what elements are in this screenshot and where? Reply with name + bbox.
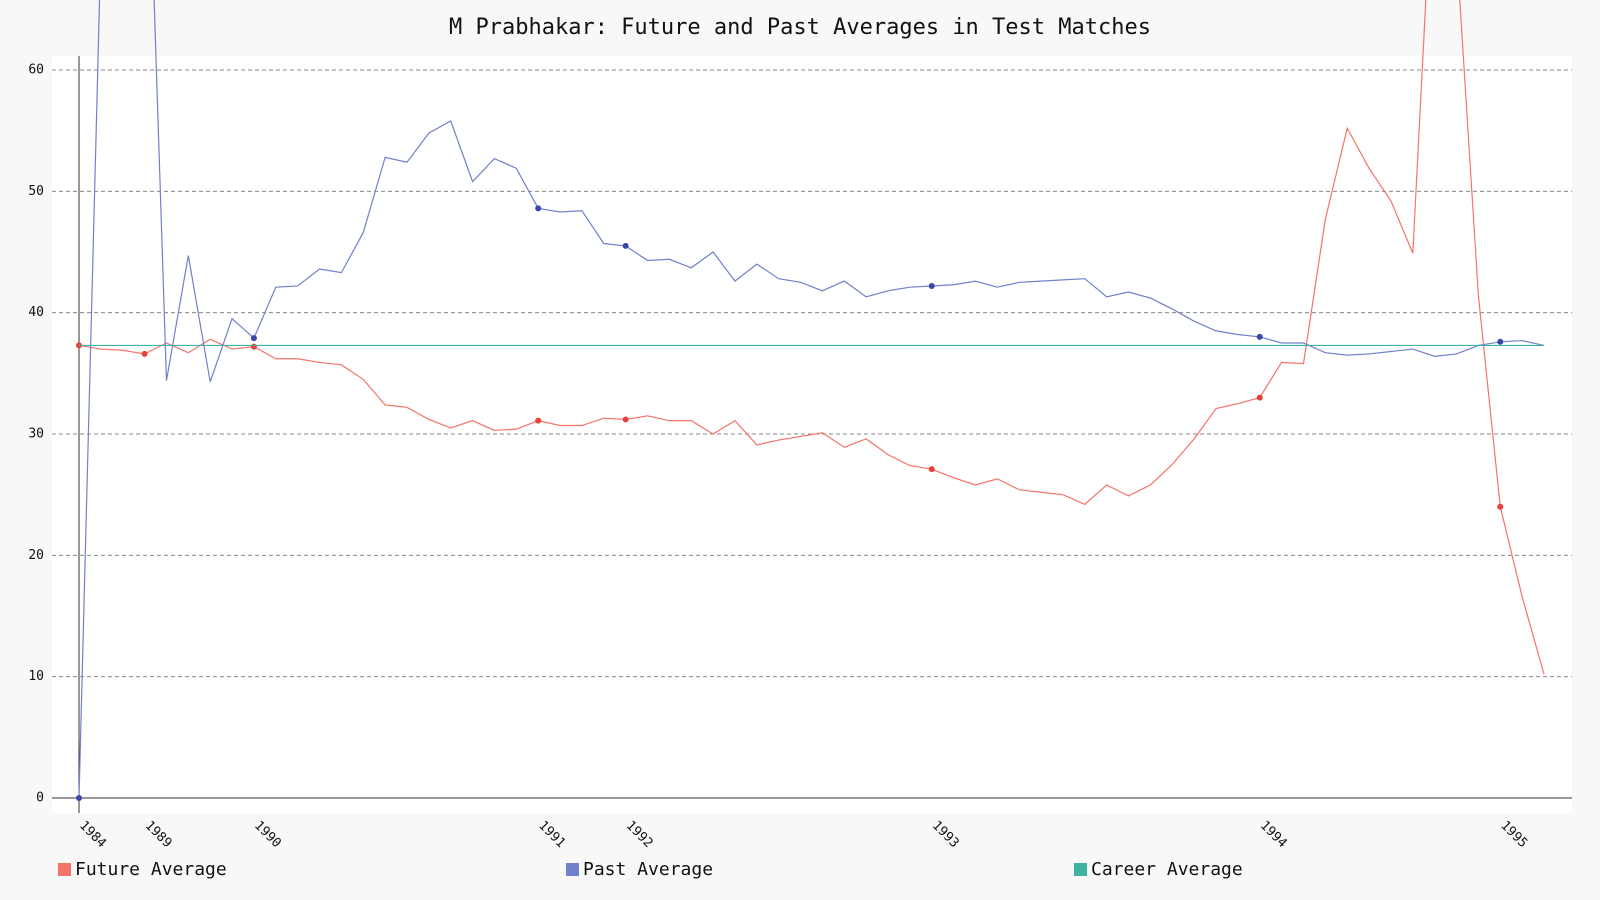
legend-label: Past Average xyxy=(583,859,713,880)
legend-label: Future Average xyxy=(75,859,227,880)
legend-label: Career Average xyxy=(1091,859,1243,880)
legend-swatch xyxy=(58,863,71,876)
data-point xyxy=(76,795,82,801)
y-tick-label: 10 xyxy=(28,669,44,684)
legend-swatch xyxy=(566,863,579,876)
y-tick-label: 60 xyxy=(28,63,44,78)
data-point xyxy=(1256,394,1263,401)
series-line xyxy=(78,0,1545,675)
y-tick-label: 40 xyxy=(28,305,44,320)
data-point xyxy=(250,343,257,350)
data-point xyxy=(535,417,542,424)
y-tick-label: 20 xyxy=(28,548,44,563)
data-point xyxy=(1256,333,1263,340)
series-line xyxy=(78,0,1545,799)
data-point xyxy=(141,350,148,357)
x-tick-label: 1995 xyxy=(1497,818,1530,851)
data-point xyxy=(1497,338,1504,345)
y-tick-label: 0 xyxy=(36,791,44,806)
x-tick-label: 1984 xyxy=(76,818,109,851)
x-tick-label: 1994 xyxy=(1257,818,1290,851)
data-point xyxy=(928,466,935,473)
x-tick-label: 1989 xyxy=(142,818,175,851)
data-point xyxy=(250,335,257,342)
x-tick-label: 1993 xyxy=(929,818,962,851)
y-tick-label: 30 xyxy=(28,427,44,442)
x-tick-label: 1992 xyxy=(623,818,656,851)
chart-title: M Prabhakar: Future and Past Averages in… xyxy=(449,15,1151,40)
data-point xyxy=(622,416,629,423)
y-tick-label: 50 xyxy=(28,184,44,199)
data-point xyxy=(1497,503,1504,510)
data-point xyxy=(928,282,935,289)
data-point xyxy=(622,242,629,249)
data-point xyxy=(535,205,542,212)
x-tick-label: 1990 xyxy=(251,818,284,851)
x-tick-label: 1991 xyxy=(535,818,568,851)
legend-swatch xyxy=(1074,863,1087,876)
